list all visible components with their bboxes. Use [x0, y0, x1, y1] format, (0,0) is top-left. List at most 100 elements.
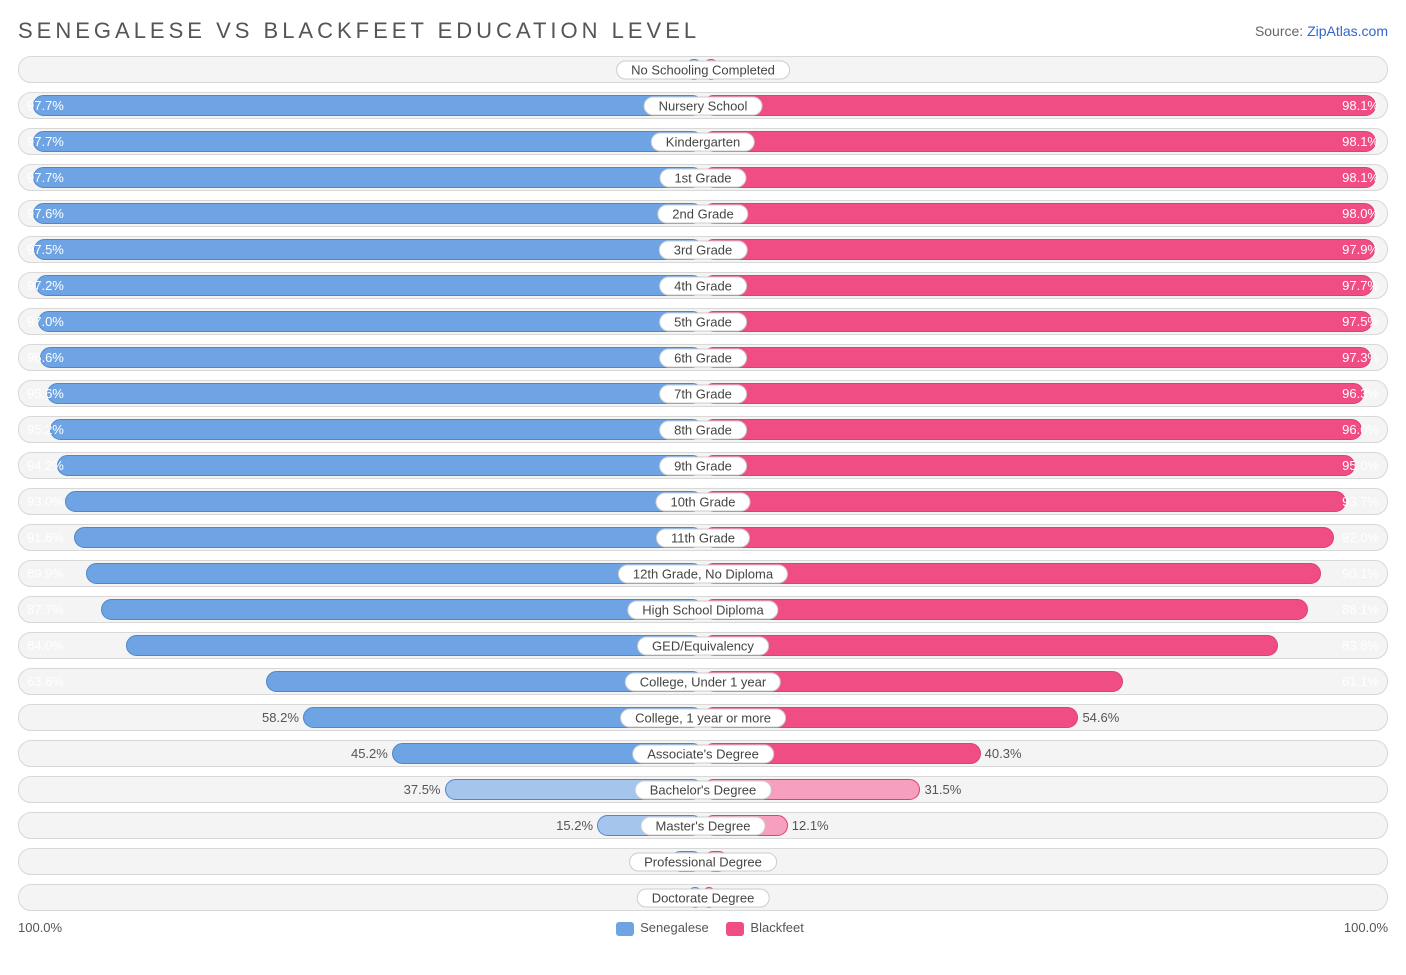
- bar-right-container: 90.1%: [703, 561, 1387, 586]
- bar-left-container: 84.0%: [19, 633, 703, 658]
- bar-left-container: 97.5%: [19, 237, 703, 262]
- category-label: 4th Grade: [659, 276, 747, 295]
- bar-left: [74, 527, 703, 548]
- bar-right-value: 96.3%: [1342, 381, 1379, 406]
- bar-left-value: 84.0%: [27, 633, 64, 658]
- bar-left: [38, 311, 703, 332]
- bar-right-value: 98.1%: [1342, 93, 1379, 118]
- chart-rows: 2.3%2.0%No Schooling Completed97.7%98.1%…: [18, 56, 1388, 911]
- bar-right-container: 95.0%: [703, 453, 1387, 478]
- category-label: GED/Equivalency: [637, 636, 769, 655]
- bar-right-value: 61.1%: [1342, 669, 1379, 694]
- bar-right-value: 95.0%: [1342, 453, 1379, 478]
- bar-left-value: 63.6%: [27, 669, 64, 694]
- chart-row: 97.2% 97.7% 4th Grade: [18, 272, 1388, 299]
- category-label: College, 1 year or more: [620, 708, 786, 727]
- category-label: 6th Grade: [659, 348, 747, 367]
- bar-right-value: 98.1%: [1342, 165, 1379, 190]
- bar-left: [33, 167, 703, 188]
- bar-left-container: 97.2%: [19, 273, 703, 298]
- bar-right-value: 31.5%: [924, 777, 961, 802]
- bar-left-container: 94.2%: [19, 453, 703, 478]
- bar-right: [703, 527, 1334, 548]
- bar-right: [703, 635, 1278, 656]
- category-label: Master's Degree: [641, 816, 766, 835]
- bar-left-container: 97.0%: [19, 309, 703, 334]
- bar-left: [101, 599, 703, 620]
- chart-row: 97.7%98.1%Kindergarten: [18, 128, 1388, 155]
- bar-left: [47, 383, 703, 404]
- category-label: Kindergarten: [651, 132, 755, 151]
- source-prefix: Source:: [1255, 23, 1307, 39]
- bar-left: [36, 275, 703, 296]
- axis-right-max: 100.0%: [1344, 920, 1388, 935]
- axis-left-max: 100.0%: [18, 920, 62, 935]
- bar-left-value: 58.2%: [262, 705, 299, 730]
- bar-right-container: 97.3%: [703, 345, 1387, 370]
- bar-right-value: 97.5%: [1342, 309, 1379, 334]
- bar-left-value: 89.9%: [27, 561, 64, 586]
- bar-left-container: 87.7%: [19, 597, 703, 622]
- bar-right: [703, 311, 1372, 332]
- bar-right: [703, 131, 1376, 152]
- bar-left-value: 45.2%: [351, 741, 388, 766]
- bar-left: [40, 347, 703, 368]
- chart-row: 94.2% 95.0% 9th Grade: [18, 452, 1388, 479]
- chart-row: 96.6%97.3%6th Grade: [18, 344, 1388, 371]
- bar-right-container: 98.1%: [703, 93, 1387, 118]
- bar-left-container: 37.5%: [19, 777, 703, 802]
- bar-right-container: 3.5%: [703, 849, 1387, 874]
- bar-right-container: 61.1%: [703, 669, 1387, 694]
- category-label: 9th Grade: [659, 456, 747, 475]
- bar-left: [33, 203, 703, 224]
- bar-left-container: 97.7%: [19, 93, 703, 118]
- bar-right-value: 97.3%: [1342, 345, 1379, 370]
- bar-left-container: 4.6%: [19, 849, 703, 874]
- bar-left-container: 93.0%: [19, 489, 703, 514]
- bar-right: [703, 383, 1364, 404]
- chart-row: 45.2% 40.3%Associate's Degree: [18, 740, 1388, 767]
- bar-right: [703, 239, 1375, 260]
- bar-left-container: 95.6%: [19, 381, 703, 406]
- bar-left-container: 91.6%: [19, 525, 703, 550]
- bar-right-container: 93.7%: [703, 489, 1387, 514]
- bar-right-container: 97.5%: [703, 309, 1387, 334]
- chart-row: 97.5%97.9%3rd Grade: [18, 236, 1388, 263]
- category-label: High School Diploma: [627, 600, 778, 619]
- chart-header: SENEGALESE VS BLACKFEET EDUCATION LEVEL …: [18, 18, 1388, 44]
- bar-left: [50, 419, 703, 440]
- legend-label-left: Senegalese: [640, 920, 709, 935]
- bar-right-value: 97.9%: [1342, 237, 1379, 262]
- bar-right-container: 98.0%: [703, 201, 1387, 226]
- bar-right-container: 98.1%: [703, 165, 1387, 190]
- bar-right-container: 92.0%: [703, 525, 1387, 550]
- source-link[interactable]: ZipAtlas.com: [1307, 23, 1388, 39]
- bar-right: [703, 563, 1321, 584]
- bar-right: [703, 95, 1376, 116]
- bar-left-container: 63.6%: [19, 669, 703, 694]
- bar-right-container: 40.3%: [703, 741, 1387, 766]
- category-label: College, Under 1 year: [625, 672, 781, 691]
- bar-left-value: 95.2%: [27, 417, 64, 442]
- bar-right-container: 83.8%: [703, 633, 1387, 658]
- bar-right: [703, 167, 1376, 188]
- bar-right-value: 97.7%: [1342, 273, 1379, 298]
- bar-left-value: 97.7%: [27, 93, 64, 118]
- bar-right: [703, 491, 1346, 512]
- bar-right-value: 92.0%: [1342, 525, 1379, 550]
- chart-row: 58.2% 54.6% College, 1 year or more: [18, 704, 1388, 731]
- bar-left-container: 97.6%: [19, 201, 703, 226]
- chart-row: 97.7%98.1%Nursery School: [18, 92, 1388, 119]
- bar-right-container: 97.7%: [703, 273, 1387, 298]
- legend-label-right: Blackfeet: [750, 920, 803, 935]
- chart-row: 37.5%31.5%Bachelor's Degree: [18, 776, 1388, 803]
- chart-row: 97.7%98.1%1st Grade: [18, 164, 1388, 191]
- bar-left-container: 97.7%: [19, 165, 703, 190]
- category-label: 5th Grade: [659, 312, 747, 331]
- chart-row: 63.6% 61.1% College, Under 1 year: [18, 668, 1388, 695]
- bar-left: [65, 491, 703, 512]
- bar-left-container: 89.9%: [19, 561, 703, 586]
- bar-right-value: 54.6%: [1082, 705, 1119, 730]
- category-label: Associate's Degree: [632, 744, 774, 763]
- bar-left-container: 2.0%: [19, 885, 703, 910]
